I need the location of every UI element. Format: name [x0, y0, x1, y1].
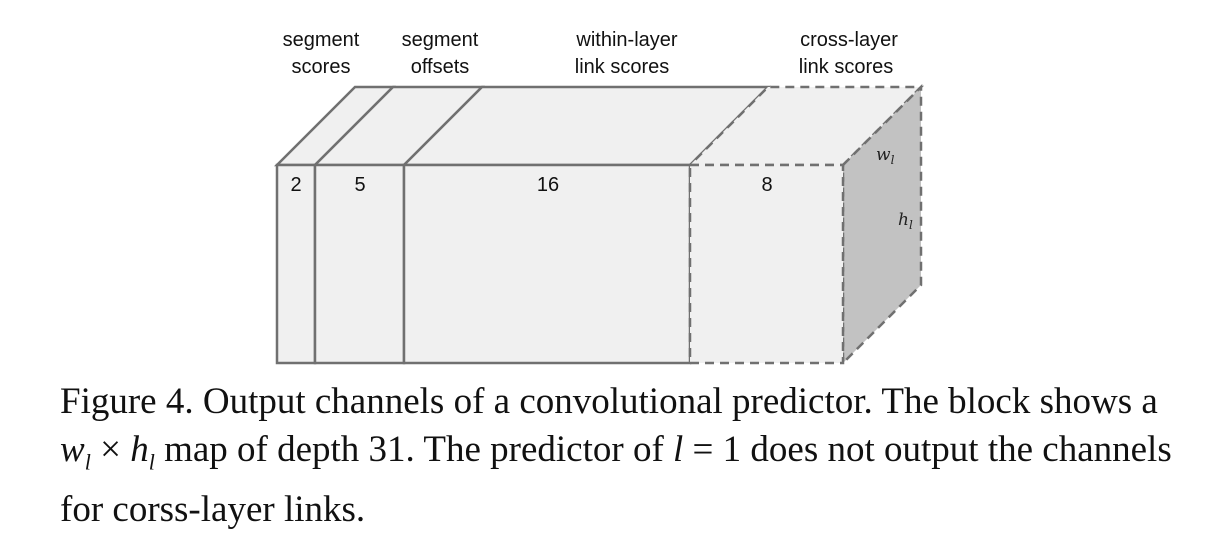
front-face-segment-scores	[275, 163, 317, 365]
header-segment-offsets-line1: segment	[402, 29, 479, 51]
channel-count-cross-layer: 8	[761, 174, 772, 196]
header-cross-layer-line1: cross-layer	[800, 29, 898, 51]
header-cross-layer-line2: link scores	[799, 56, 893, 78]
depth-block-diagram: segment scores segment offsets within-la…	[273, 29, 925, 367]
header-within-layer-line1: within-layer	[575, 29, 677, 51]
header-segment-scores-line2: scores	[292, 56, 351, 78]
header-within-layer-line2: link scores	[575, 56, 669, 78]
width-dimension-label: wl	[876, 145, 895, 167]
figure-caption: Figure 4. Output channels of a convoluti…	[60, 381, 1172, 531]
channel-count-segment-scores: 2	[290, 174, 301, 196]
front-face-cross-layer	[688, 163, 845, 365]
front-face-segment-offsets	[313, 163, 406, 365]
header-segment-offsets-line2: offsets	[411, 56, 470, 78]
channel-count-segment-offsets: 5	[354, 174, 365, 196]
header-segment-scores-line1: segment	[283, 29, 360, 51]
channel-count-within-layer: 16	[537, 174, 559, 196]
height-dimension-label: hl	[898, 210, 913, 232]
